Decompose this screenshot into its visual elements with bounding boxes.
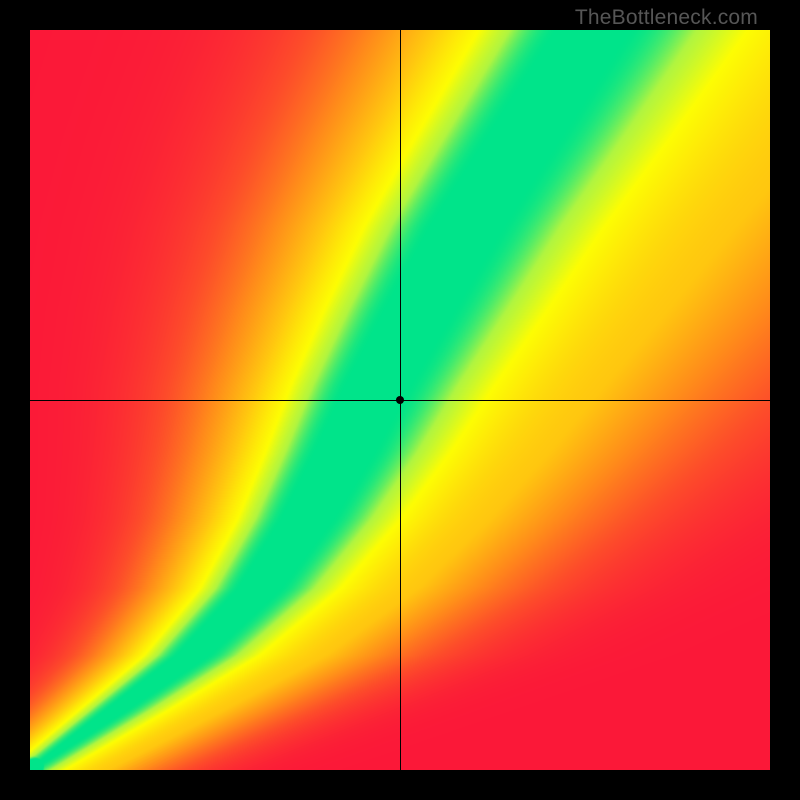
crosshair-dot: [396, 396, 404, 404]
watermark-text: TheBottleneck.com: [575, 6, 758, 30]
plot-frame: [30, 30, 770, 770]
